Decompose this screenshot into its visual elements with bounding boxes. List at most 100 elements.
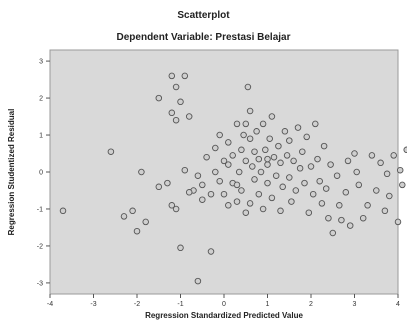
data-point [220,190,228,198]
data-point [359,214,367,222]
data-point [305,209,313,216]
data-point [194,172,202,179]
data-point [329,229,337,237]
data-point [251,148,258,155]
data-point [203,153,210,161]
data-point [342,189,350,196]
data-point [244,83,252,91]
data-point [164,179,171,187]
data-point [199,196,206,203]
data-point [386,192,393,200]
y-axis: 3 2 1 0 -1 -2 -3 [37,59,50,287]
data-point [168,202,176,209]
data-point [364,202,371,209]
data-point [368,152,376,159]
data-point [277,207,284,215]
data-point [142,218,149,226]
data-point [270,153,278,161]
data-point [220,157,228,165]
data-point [168,72,176,80]
data-point [281,128,289,135]
data-point [279,183,286,191]
data-point [225,202,232,209]
data-point [264,155,271,163]
data-point [168,109,176,117]
data-point [296,165,304,172]
data-point [185,189,193,196]
x-tick-label: -3 [90,301,96,308]
data-point [292,187,300,194]
data-point [246,107,254,115]
data-point [181,72,189,80]
data-point [229,152,236,159]
data-point [373,187,380,194]
data-point [233,198,241,205]
data-point [283,152,291,159]
data-point [172,116,180,124]
data-point [396,166,404,174]
data-point [235,168,243,176]
data-point [299,148,306,155]
data-point [344,157,352,165]
data-point [290,157,297,165]
data-point [301,179,308,187]
data-point [225,161,232,168]
data-point [307,163,315,170]
data-point [238,187,245,194]
data-point [242,209,250,216]
data-point [199,181,206,189]
data-point [286,174,293,181]
data-point [185,113,193,120]
y-tick-label: -3 [37,280,43,287]
data-point [377,159,384,167]
data-point [286,137,293,144]
data-point [338,216,345,224]
data-point [322,185,330,192]
data-point [259,205,267,213]
y-tick-label: -1 [37,206,43,213]
data-point [216,177,223,185]
data-point [181,166,189,174]
data-point [225,139,232,146]
data-point [257,168,265,176]
data-point [309,190,317,198]
data-point [177,244,184,252]
data-point [212,168,219,176]
data-point [327,161,334,168]
x-tick-label: 3 [353,301,357,308]
data-point [107,148,115,155]
x-tick-label: 4 [396,301,400,308]
data-point [264,161,271,168]
x-tick-label: 0 [222,301,226,308]
data-point [325,214,332,222]
data-point [212,144,219,152]
x-tick-label: -1 [177,301,183,308]
data-point [133,227,141,235]
data-point [381,207,389,215]
data-point [259,120,267,128]
data-point [303,133,310,141]
data-point [155,183,163,191]
x-tick-label: -4 [47,301,53,308]
data-point [320,142,328,150]
data-point [383,170,391,178]
data-point [266,135,273,142]
data-point [207,190,215,198]
data-point [277,159,284,167]
data-point [233,120,241,128]
x-axis: -4 -3 -2 -1 0 1 2 3 4 [47,294,400,308]
data-point [316,177,323,185]
data-point [242,157,250,165]
data-point [120,213,128,220]
data-point [255,190,263,198]
chart-title: Scatterplot [177,10,230,21]
chart-subtitle: Dependent Variable: Prestasi Belajar [116,32,291,43]
data-point [172,83,180,91]
x-tick-label: 1 [266,301,270,308]
data-point [394,218,402,226]
data-point [399,181,406,189]
data-point [262,146,269,154]
data-point [138,168,145,176]
data-point [314,155,321,163]
